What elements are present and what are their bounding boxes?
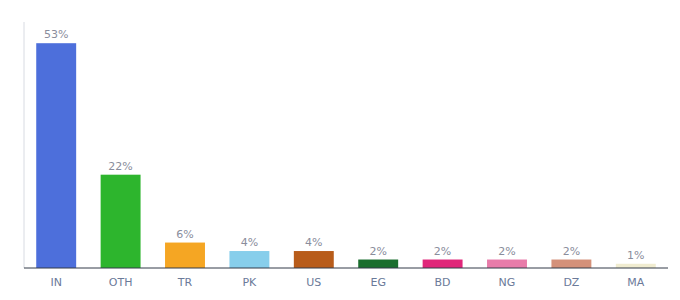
- x-tick-label: MA: [627, 276, 644, 289]
- data-label: 53%: [44, 28, 68, 41]
- x-tick-label: US: [306, 276, 321, 289]
- bar: [423, 260, 463, 268]
- x-tick-label: BD: [435, 276, 451, 289]
- bar: [616, 264, 656, 268]
- x-tick-label: IN: [50, 276, 61, 289]
- data-label: 4%: [241, 236, 258, 249]
- x-tick-label: TR: [177, 276, 193, 289]
- x-tick-label: DZ: [563, 276, 579, 289]
- data-label: 1%: [627, 249, 644, 262]
- bar: [358, 260, 398, 268]
- x-tick-label: EG: [370, 276, 385, 289]
- bar: [165, 243, 205, 268]
- data-label: 4%: [305, 236, 322, 249]
- data-label: 22%: [108, 160, 132, 173]
- data-label: 6%: [176, 228, 193, 241]
- data-label: 2%: [369, 245, 386, 258]
- x-tick-label: NG: [499, 276, 516, 289]
- bars: [36, 43, 656, 268]
- x-ticks: IN OTH TR PK US EG BD NG DZ MA: [50, 276, 644, 289]
- chart-container: 53% 22% 6% 4% 4% 2% 2% 2% 2% 1% IN OTH TR PK US EG BD NG D…: [0, 0, 680, 300]
- data-labels: 53% 22% 6% 4% 4% 2% 2% 2% 2% 1%: [44, 28, 645, 262]
- x-tick-label: PK: [242, 276, 257, 289]
- bar: [487, 260, 527, 268]
- bar: [229, 251, 269, 268]
- data-label: 2%: [434, 245, 451, 258]
- x-tick-label: OTH: [109, 276, 133, 289]
- data-label: 2%: [498, 245, 515, 258]
- data-label: 2%: [563, 245, 580, 258]
- bar: [551, 260, 591, 268]
- bar: [101, 175, 141, 268]
- chart: 53% 22% 6% 4% 4% 2% 2% 2% 2% 1% IN OTH TR PK US EG BD NG D…: [0, 0, 680, 300]
- y-axis-line: [24, 22, 25, 268]
- bar: [294, 251, 334, 268]
- bar: [36, 43, 76, 268]
- x-axis-line: [24, 268, 668, 269]
